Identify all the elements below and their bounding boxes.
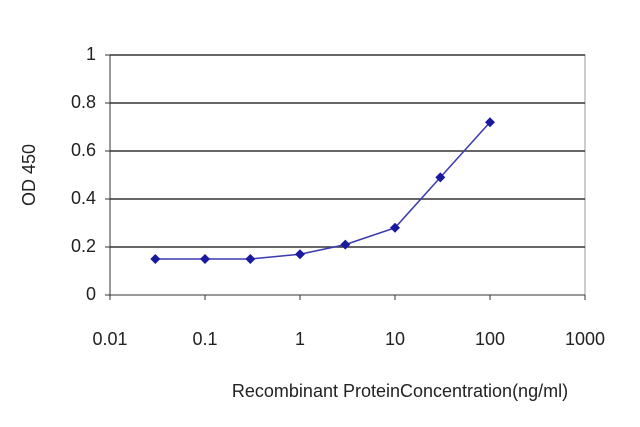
y-tick-label: 0 <box>86 284 96 304</box>
x-axis-label: Recombinant ProteinConcentration(ng/ml) <box>232 381 568 401</box>
data-point <box>295 249 305 260</box>
data-point <box>200 254 210 264</box>
series-line <box>155 121 491 260</box>
x-tick-label: 0.1 <box>192 329 217 349</box>
y-tick-label: 0.4 <box>71 188 96 208</box>
x-tick-label: 1 <box>295 329 305 349</box>
data-point <box>485 117 495 128</box>
y-tick-label: 0.8 <box>71 92 96 112</box>
x-tick-label: 1000 <box>565 329 605 349</box>
x-tick-label: 100 <box>475 329 505 349</box>
data-point <box>435 172 446 183</box>
data-point <box>150 254 161 264</box>
y-tick-label: 1 <box>86 44 96 64</box>
data-point <box>245 254 256 264</box>
data-point <box>390 222 400 233</box>
data-point <box>340 239 351 250</box>
y-axis-label: OD 450 <box>19 144 39 206</box>
x-tick-label: 10 <box>385 329 405 349</box>
y-tick-label: 0.2 <box>71 236 96 256</box>
y-tick-label: 0.6 <box>71 140 96 160</box>
plot-area <box>109 54 586 296</box>
x-tick-label: 0.01 <box>92 329 127 349</box>
